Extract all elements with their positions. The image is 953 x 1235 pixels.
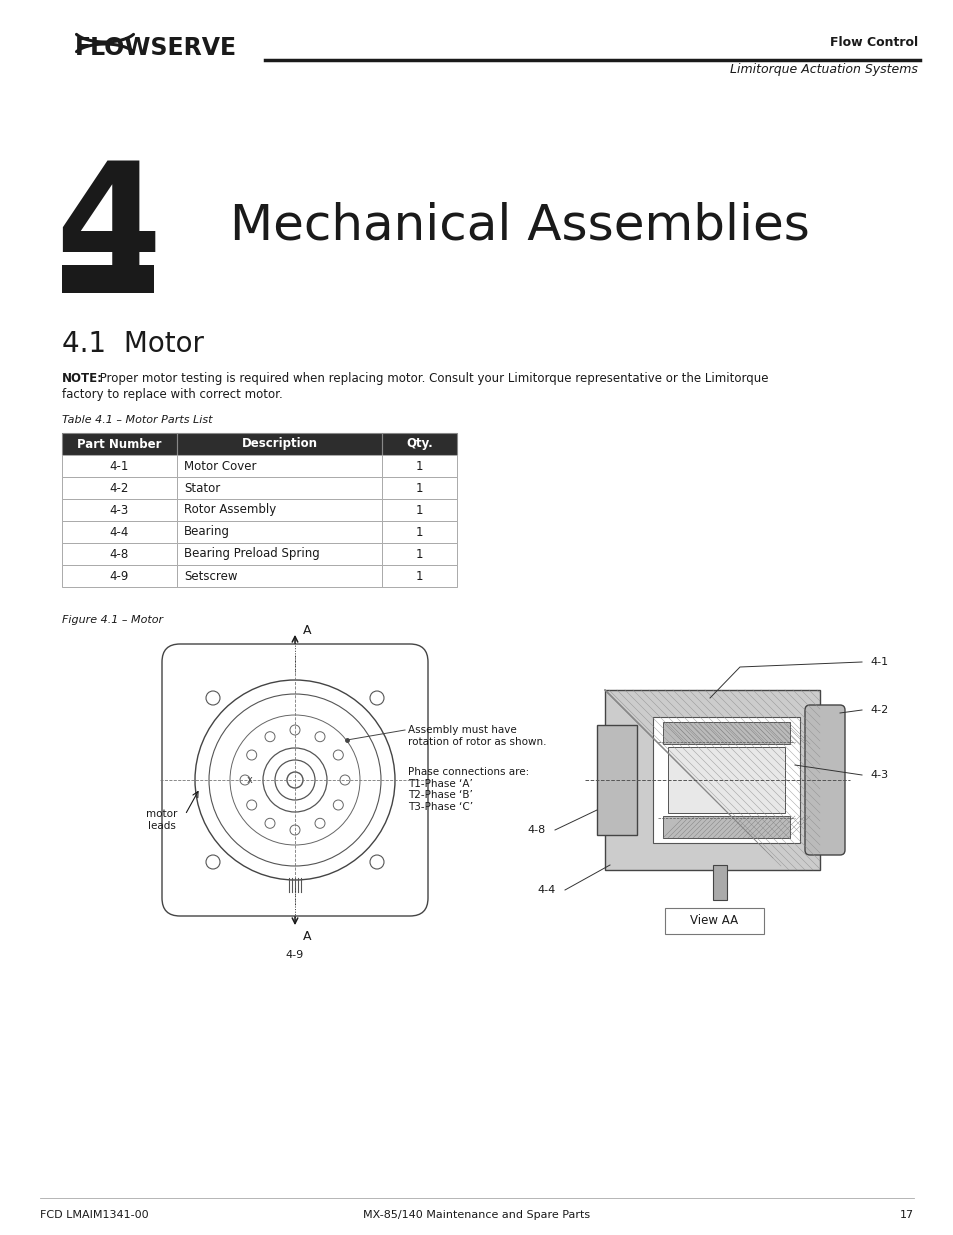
Text: Mechanical Assemblies: Mechanical Assemblies	[230, 201, 809, 249]
Bar	[381, 454, 456, 477]
Text: Stator: Stator	[184, 482, 220, 494]
Bar	[177, 499, 381, 521]
Bar	[62, 543, 177, 564]
Text: 4-4: 4-4	[110, 526, 129, 538]
Text: 1: 1	[416, 547, 423, 561]
Text: A: A	[303, 624, 312, 636]
Bar	[62, 433, 456, 454]
Bar	[177, 477, 381, 499]
Text: 4-4: 4-4	[537, 885, 555, 895]
Text: Setscrew: Setscrew	[184, 569, 237, 583]
Bar	[62, 564, 177, 587]
Bar	[62, 477, 177, 499]
Text: 4.1  Motor: 4.1 Motor	[62, 330, 204, 358]
Bar	[62, 521, 177, 543]
Bar	[652, 718, 800, 844]
Text: motor
leads: motor leads	[146, 809, 177, 831]
Text: 4-8: 4-8	[110, 547, 129, 561]
Text: Limitorque Actuation Systems: Limitorque Actuation Systems	[729, 63, 917, 77]
Text: Rotor Assembly: Rotor Assembly	[184, 504, 276, 516]
Bar	[381, 499, 456, 521]
Bar	[662, 816, 789, 839]
Text: 1: 1	[416, 459, 423, 473]
Text: 4-2: 4-2	[869, 705, 887, 715]
Text: 4-3: 4-3	[869, 769, 887, 781]
Text: Assembly must have
rotation of rotor as shown.: Assembly must have rotation of rotor as …	[408, 725, 546, 747]
Text: 4-9: 4-9	[110, 569, 129, 583]
Text: 1: 1	[416, 526, 423, 538]
Text: Motor Cover: Motor Cover	[184, 459, 256, 473]
Text: 4: 4	[54, 156, 161, 305]
Bar	[62, 454, 177, 477]
Text: 1: 1	[416, 569, 423, 583]
Text: Qty.: Qty.	[406, 437, 433, 451]
Text: 1: 1	[416, 482, 423, 494]
Bar	[381, 477, 456, 499]
Bar	[381, 433, 456, 454]
Text: 4-9: 4-9	[286, 950, 304, 960]
FancyBboxPatch shape	[804, 705, 844, 855]
Text: NOTE:: NOTE:	[62, 372, 103, 385]
Text: 4-1: 4-1	[869, 657, 887, 667]
Text: 4-2: 4-2	[110, 482, 129, 494]
Text: Proper motor testing is required when replacing motor. Consult your Limitorque r: Proper motor testing is required when re…	[96, 372, 768, 385]
Bar	[62, 266, 153, 293]
Bar	[177, 521, 381, 543]
Text: Flow Control: Flow Control	[829, 36, 917, 48]
Text: Bearing: Bearing	[184, 526, 230, 538]
Text: Description: Description	[241, 437, 317, 451]
Text: 4-8: 4-8	[526, 825, 545, 835]
Bar	[177, 564, 381, 587]
Text: Table 4.1 – Motor Parts List: Table 4.1 – Motor Parts List	[62, 415, 213, 425]
Bar	[62, 433, 177, 454]
Text: 4-3: 4-3	[110, 504, 129, 516]
Bar	[381, 521, 456, 543]
Text: 17: 17	[899, 1210, 913, 1220]
Text: Phase connections are:
T1-Phase ‘A’
T2-Phase ‘B’
T3-Phase ‘C’: Phase connections are: T1-Phase ‘A’ T2-P…	[408, 767, 529, 811]
Bar	[177, 543, 381, 564]
Bar	[62, 499, 177, 521]
Text: 4-1: 4-1	[110, 459, 129, 473]
Text: Bearing Preload Spring: Bearing Preload Spring	[184, 547, 319, 561]
FancyBboxPatch shape	[664, 908, 763, 934]
Text: View AA: View AA	[689, 914, 738, 927]
Bar	[667, 747, 784, 813]
Bar	[177, 433, 381, 454]
Text: Part Number: Part Number	[77, 437, 162, 451]
Text: A: A	[303, 930, 312, 942]
Bar	[662, 722, 789, 743]
Bar	[597, 725, 637, 835]
Text: 1: 1	[416, 504, 423, 516]
Bar	[381, 564, 456, 587]
Text: MX-85/140 Maintenance and Spare Parts: MX-85/140 Maintenance and Spare Parts	[363, 1210, 590, 1220]
Text: x: x	[247, 776, 253, 785]
Text: factory to replace with correct motor.: factory to replace with correct motor.	[62, 388, 282, 401]
Bar	[177, 454, 381, 477]
Bar	[604, 690, 820, 869]
Text: FLOWSERVE: FLOWSERVE	[75, 36, 237, 61]
Text: Figure 4.1 – Motor: Figure 4.1 – Motor	[62, 615, 163, 625]
Text: FCD LMAIM1341-00: FCD LMAIM1341-00	[40, 1210, 149, 1220]
Bar	[381, 543, 456, 564]
Bar	[712, 864, 726, 900]
